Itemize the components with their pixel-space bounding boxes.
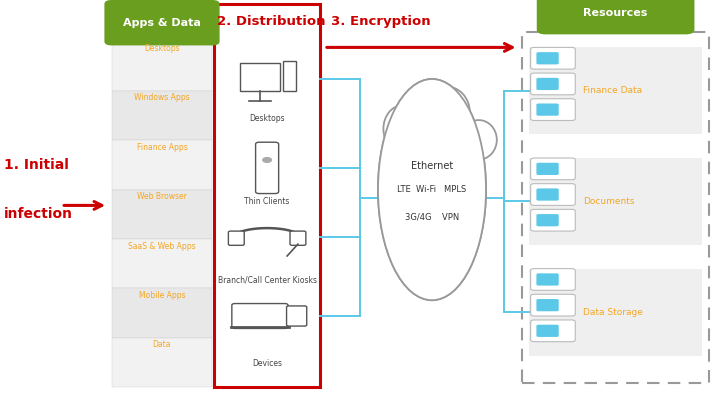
FancyBboxPatch shape bbox=[290, 231, 306, 245]
FancyBboxPatch shape bbox=[112, 41, 212, 91]
FancyBboxPatch shape bbox=[536, 52, 559, 64]
Text: Web Browser: Web Browser bbox=[137, 192, 187, 201]
Ellipse shape bbox=[383, 105, 423, 152]
FancyBboxPatch shape bbox=[522, 32, 709, 383]
Text: Windows Apps: Windows Apps bbox=[134, 94, 190, 102]
FancyBboxPatch shape bbox=[536, 299, 559, 311]
Text: Mobile Apps: Mobile Apps bbox=[139, 291, 185, 300]
Text: 1. Initial: 1. Initial bbox=[4, 158, 68, 172]
Text: Ethernet: Ethernet bbox=[411, 161, 453, 171]
FancyBboxPatch shape bbox=[531, 209, 575, 231]
Ellipse shape bbox=[378, 79, 486, 300]
FancyBboxPatch shape bbox=[536, 163, 559, 175]
FancyBboxPatch shape bbox=[536, 188, 559, 201]
FancyBboxPatch shape bbox=[284, 61, 297, 91]
FancyBboxPatch shape bbox=[104, 0, 220, 45]
FancyBboxPatch shape bbox=[112, 140, 212, 190]
Text: Branch/Call Center Kiosks: Branch/Call Center Kiosks bbox=[217, 276, 317, 285]
Text: Finance Apps: Finance Apps bbox=[137, 143, 187, 152]
FancyBboxPatch shape bbox=[112, 91, 212, 140]
FancyBboxPatch shape bbox=[228, 231, 244, 245]
Text: LTE  Wi-Fi   MPLS: LTE Wi-Fi MPLS bbox=[397, 185, 467, 194]
FancyBboxPatch shape bbox=[537, 0, 694, 34]
Text: Desktops: Desktops bbox=[249, 114, 285, 123]
FancyBboxPatch shape bbox=[232, 303, 288, 329]
Text: Documents: Documents bbox=[583, 197, 635, 206]
FancyBboxPatch shape bbox=[531, 320, 575, 342]
FancyBboxPatch shape bbox=[112, 288, 212, 338]
FancyBboxPatch shape bbox=[529, 158, 702, 245]
Text: SaaS & Web Apps: SaaS & Web Apps bbox=[128, 242, 196, 250]
Circle shape bbox=[263, 158, 271, 162]
FancyBboxPatch shape bbox=[536, 214, 559, 226]
FancyBboxPatch shape bbox=[531, 99, 575, 120]
FancyBboxPatch shape bbox=[531, 184, 575, 205]
FancyBboxPatch shape bbox=[531, 47, 575, 69]
Text: Finance Data: Finance Data bbox=[583, 87, 642, 95]
FancyBboxPatch shape bbox=[214, 4, 320, 387]
FancyBboxPatch shape bbox=[112, 190, 212, 239]
FancyBboxPatch shape bbox=[287, 306, 307, 326]
FancyBboxPatch shape bbox=[112, 338, 212, 387]
FancyBboxPatch shape bbox=[240, 63, 279, 91]
Text: Apps & Data: Apps & Data bbox=[123, 18, 201, 28]
Text: Thin Clients: Thin Clients bbox=[244, 197, 290, 206]
FancyBboxPatch shape bbox=[536, 103, 559, 116]
Text: Devices: Devices bbox=[252, 359, 282, 368]
Ellipse shape bbox=[378, 79, 486, 300]
Text: infection: infection bbox=[4, 207, 73, 221]
FancyBboxPatch shape bbox=[529, 269, 702, 356]
FancyBboxPatch shape bbox=[531, 294, 575, 316]
Text: 3G/4G    VPN: 3G/4G VPN bbox=[405, 213, 459, 222]
Text: Desktops: Desktops bbox=[144, 44, 180, 53]
FancyBboxPatch shape bbox=[531, 158, 575, 180]
Ellipse shape bbox=[461, 120, 497, 160]
FancyBboxPatch shape bbox=[112, 239, 212, 288]
Text: 2. Distribution: 2. Distribution bbox=[217, 15, 326, 28]
Text: Resources: Resources bbox=[583, 8, 648, 19]
FancyBboxPatch shape bbox=[256, 142, 279, 194]
FancyBboxPatch shape bbox=[536, 78, 559, 90]
Text: Data Storage: Data Storage bbox=[583, 308, 643, 316]
Text: 3. Encryption: 3. Encryption bbox=[331, 15, 431, 28]
FancyBboxPatch shape bbox=[531, 73, 575, 95]
FancyBboxPatch shape bbox=[536, 325, 559, 337]
Text: Data: Data bbox=[153, 340, 171, 349]
FancyBboxPatch shape bbox=[536, 273, 559, 286]
FancyBboxPatch shape bbox=[529, 47, 702, 134]
FancyBboxPatch shape bbox=[531, 269, 575, 290]
Ellipse shape bbox=[423, 87, 469, 138]
